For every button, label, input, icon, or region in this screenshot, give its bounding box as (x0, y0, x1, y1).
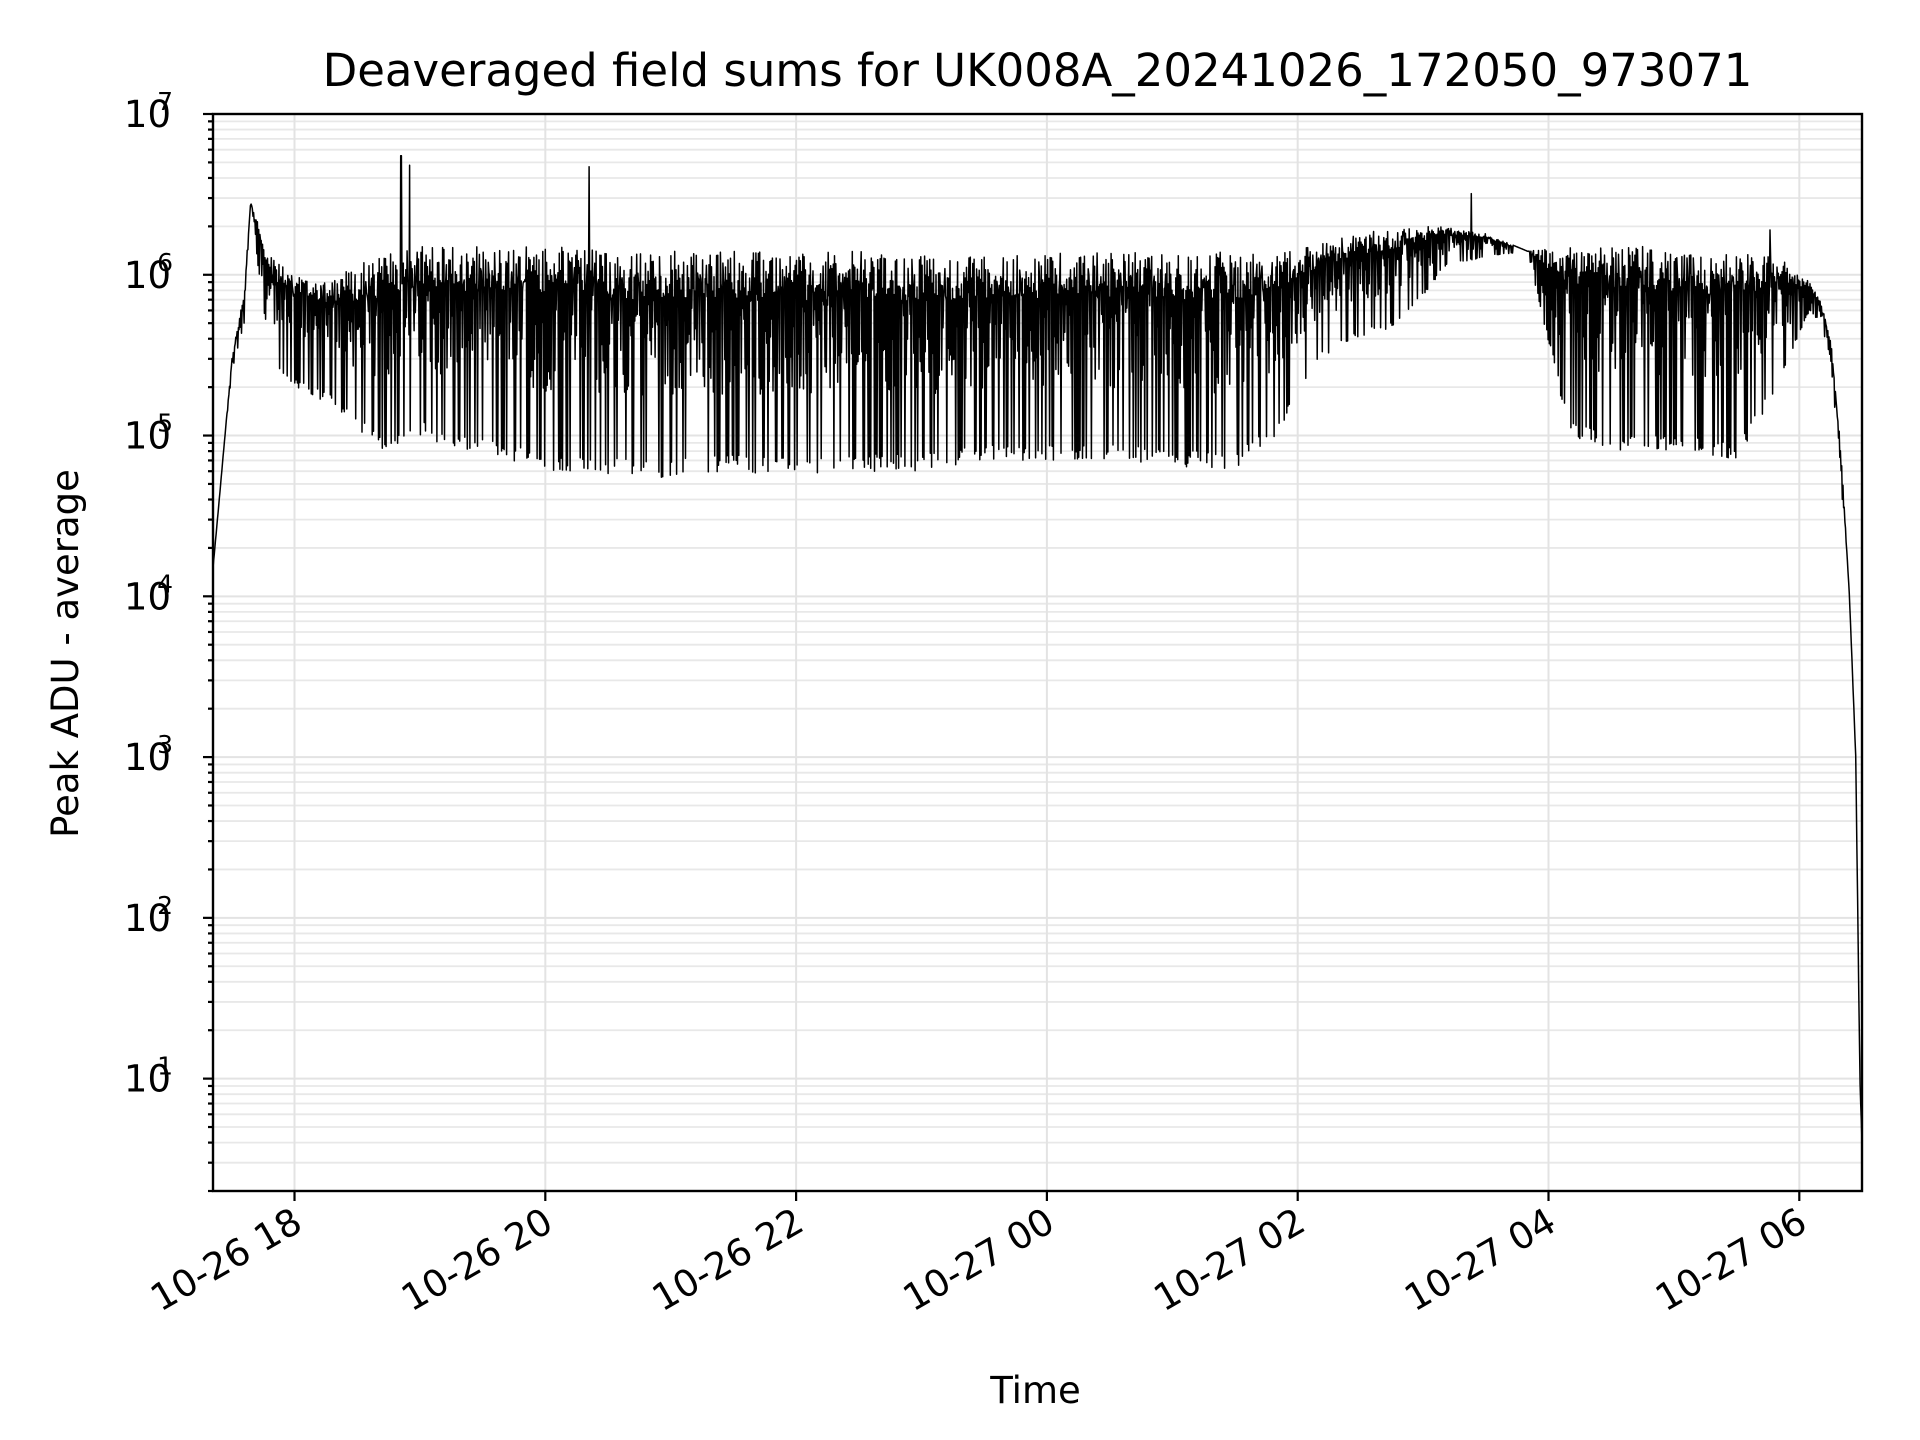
y-tick-label: 10 (124, 575, 171, 618)
x-tick-label: 10-27 06 (1648, 1200, 1814, 1320)
y-tick-exponent: 3 (157, 730, 173, 759)
series-line (212, 154, 1863, 1143)
chart-title: Deaveraged field sums for UK008A_2024102… (323, 44, 1753, 97)
y-tick-exponent: 7 (157, 87, 173, 116)
y-tick-label: 10 (124, 736, 171, 779)
y-tick-exponent: 1 (157, 1052, 173, 1081)
x-tick-label: 10-27 04 (1397, 1200, 1563, 1320)
x-tick-label: 10-26 20 (394, 1200, 560, 1320)
y-tick-exponent: 2 (157, 891, 173, 920)
y-tick-exponent: 6 (157, 248, 173, 277)
y-tick-label: 10 (124, 254, 171, 297)
y-tick-exponent: 5 (157, 409, 173, 438)
y-tick-label: 10 (124, 415, 171, 458)
x-axis-label: Time (989, 1369, 1081, 1412)
x-tick-label: 10-27 02 (1147, 1200, 1313, 1320)
y-tick-label: 10 (124, 93, 171, 136)
x-tick-label: 10-26 18 (143, 1200, 309, 1320)
plot-frame (211, 112, 1864, 1193)
y-tick-label: 10 (124, 897, 171, 940)
series-layer (212, 154, 1863, 1143)
x-tick-label: 10-26 22 (645, 1200, 811, 1320)
y-tick-label: 10 (124, 1058, 171, 1101)
y-tick-exponent: 4 (157, 569, 173, 598)
y-axis-label: Peak ADU - average (44, 469, 87, 838)
x-tick-label: 10-27 00 (896, 1200, 1062, 1320)
